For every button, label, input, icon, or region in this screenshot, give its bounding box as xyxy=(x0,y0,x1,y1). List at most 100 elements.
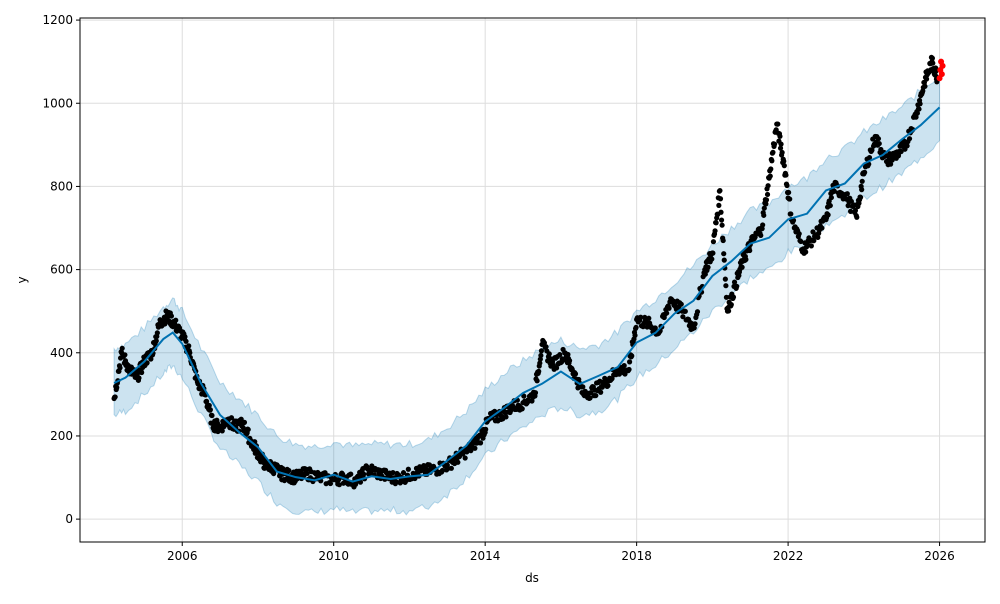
observed-point xyxy=(764,191,771,198)
observed-point xyxy=(705,264,711,270)
observed-point xyxy=(553,365,560,371)
observed-point xyxy=(629,353,635,359)
observed-point xyxy=(798,238,804,245)
x-tick-label: 2022 xyxy=(773,549,804,563)
observed-point xyxy=(588,389,594,396)
observed-point xyxy=(831,188,837,194)
observed-point xyxy=(718,209,724,215)
y-axis-label: y xyxy=(15,276,29,283)
observed-point xyxy=(710,239,717,245)
observed-point xyxy=(811,238,817,244)
observed-point xyxy=(852,207,859,214)
observed-point xyxy=(898,148,904,155)
observed-point xyxy=(760,222,766,228)
x-tick-label: 2010 xyxy=(318,549,349,563)
observed-point xyxy=(626,359,633,365)
observed-point xyxy=(168,313,175,319)
observed-point xyxy=(723,294,730,300)
observed-point xyxy=(537,360,543,366)
observed-point xyxy=(393,479,399,485)
observed-point xyxy=(775,121,781,127)
observed-point xyxy=(616,371,622,377)
observed-point xyxy=(716,202,722,208)
observed-point xyxy=(245,426,251,433)
observed-point xyxy=(923,76,930,82)
observed-point xyxy=(739,264,745,270)
observed-point xyxy=(720,237,726,244)
observed-point xyxy=(709,256,715,262)
observed-point xyxy=(543,344,549,350)
observed-point xyxy=(771,141,778,147)
observed-point xyxy=(182,334,188,340)
observed-point xyxy=(538,352,544,359)
observed-point xyxy=(713,220,719,226)
yhat-line xyxy=(113,106,941,483)
x-tick-label: 2026 xyxy=(924,549,955,563)
observed-point xyxy=(781,163,787,169)
observed-point xyxy=(827,202,833,209)
observed-point xyxy=(859,186,865,193)
observed-point xyxy=(721,251,727,257)
observed-point xyxy=(743,256,749,263)
observed-point xyxy=(532,390,539,396)
observed-point xyxy=(718,217,725,223)
observed-point xyxy=(723,283,729,289)
forecast-point xyxy=(938,71,945,78)
observed-point xyxy=(916,106,922,112)
y-tick-label: 800 xyxy=(50,179,73,193)
observed-point xyxy=(848,198,854,204)
observed-point xyxy=(112,394,118,400)
observed-point xyxy=(439,467,446,474)
observed-point xyxy=(722,276,728,282)
observed-point xyxy=(847,208,854,214)
observed-point xyxy=(779,149,785,156)
observed-point xyxy=(721,257,727,263)
observed-point xyxy=(777,145,784,151)
observed-point xyxy=(917,101,923,107)
observed-point xyxy=(680,314,686,320)
observed-point xyxy=(758,232,764,239)
observed-point xyxy=(783,172,789,178)
observed-point xyxy=(787,196,793,202)
observed-point xyxy=(536,368,542,374)
observed-point xyxy=(857,194,864,200)
observed-point xyxy=(922,83,928,89)
y-tick-label: 600 xyxy=(50,263,73,277)
observed-point xyxy=(448,465,454,471)
observed-point xyxy=(819,225,825,231)
observed-point xyxy=(238,416,244,422)
observed-point xyxy=(538,348,545,354)
observed-point xyxy=(761,212,767,218)
observed-point xyxy=(455,459,461,465)
observed-point xyxy=(521,393,527,399)
observed-point xyxy=(763,197,770,203)
observed-point xyxy=(844,191,850,197)
observed-point xyxy=(796,231,802,237)
forecast-points xyxy=(936,58,946,82)
observed-point xyxy=(728,301,734,308)
observed-point xyxy=(632,332,638,338)
observed-point xyxy=(148,356,154,362)
observed-point xyxy=(692,321,698,327)
observed-point xyxy=(666,305,672,311)
observed-point xyxy=(580,384,586,390)
observed-point xyxy=(876,140,882,147)
observed-point xyxy=(854,214,860,220)
observed-point xyxy=(153,338,159,344)
observed-point xyxy=(786,189,792,196)
observed-point xyxy=(717,196,724,202)
observed-point xyxy=(862,169,868,175)
observed-point xyxy=(906,136,913,142)
observed-point xyxy=(781,158,787,164)
observed-point xyxy=(930,60,936,66)
observed-point xyxy=(357,479,364,485)
observed-point xyxy=(587,395,593,401)
y-tick-label: 1200 xyxy=(42,13,73,27)
observed-point xyxy=(183,338,189,344)
observed-point xyxy=(694,309,701,315)
observed-point xyxy=(187,350,193,356)
observed-point xyxy=(207,407,213,413)
observed-point xyxy=(678,301,684,307)
observed-point xyxy=(605,383,611,389)
observed-point xyxy=(348,471,354,477)
